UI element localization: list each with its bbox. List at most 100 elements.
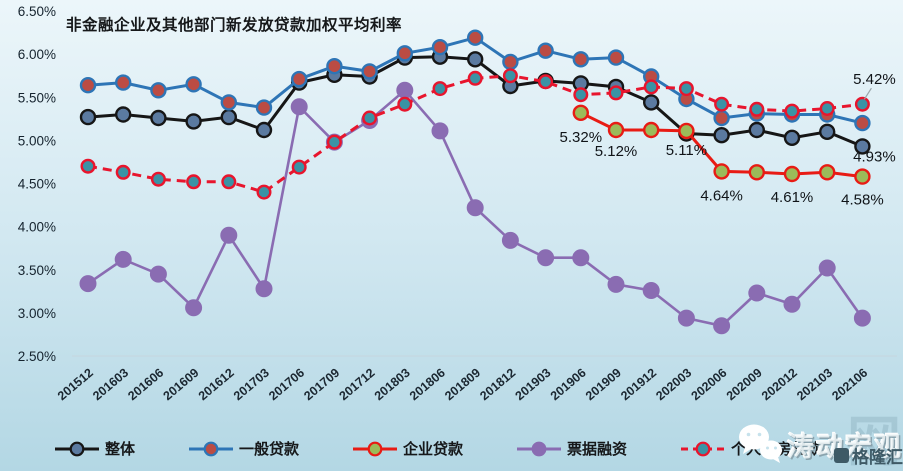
x-tick-label: 201903 <box>513 366 554 404</box>
marker-housing-loans <box>326 134 342 150</box>
marker-housing-loans <box>819 100 835 116</box>
data-label: 4.61% <box>771 189 814 206</box>
marker-general-loans <box>326 57 343 75</box>
marker-overall <box>255 121 273 139</box>
marker-bill-financing <box>79 275 97 293</box>
chart-legend: 整体一般贷款企业贷款票据融资个人住房贷款 <box>54 438 821 459</box>
series-overall <box>79 48 871 155</box>
marker-corporate-loans <box>783 165 801 183</box>
legend-marker-housing-loans <box>695 441 711 456</box>
legend-item-general-loans: 一般贷款 <box>188 438 299 459</box>
marker-corporate-loans <box>819 164 836 181</box>
marker-general-loans <box>396 45 413 62</box>
x-tick-label: 201712 <box>337 366 378 404</box>
x-tick-label: 201606 <box>125 366 166 404</box>
data-label: 5.32% <box>560 129 603 146</box>
x-tick-label: 202106 <box>829 366 870 404</box>
legend-swatch-bill-financing <box>517 441 562 456</box>
y-tick-label: 4.50% <box>18 177 56 192</box>
marker-bill-financing <box>853 309 871 327</box>
annotation-leader-line <box>863 87 872 100</box>
marker-housing-loans <box>678 81 694 97</box>
legend-label-overall: 整体 <box>105 441 136 458</box>
x-tick-label: 201912 <box>618 366 659 404</box>
faint-watermark-char: 网 <box>847 412 901 471</box>
marker-overall <box>643 94 660 111</box>
marker-bill-financing <box>713 317 731 335</box>
marker-housing-loans <box>256 184 272 200</box>
marker-corporate-loans <box>748 164 765 181</box>
legend-swatch-overall <box>55 441 99 456</box>
marker-bill-financing <box>783 295 801 313</box>
x-tick-label: 201812 <box>477 366 518 404</box>
x-tick-label: 201706 <box>266 366 307 404</box>
marker-housing-loans <box>854 96 870 112</box>
marker-general-loans <box>502 53 519 71</box>
marker-housing-loans <box>291 159 307 175</box>
marker-overall <box>467 51 484 68</box>
y-tick-label: 3.00% <box>18 306 56 321</box>
marker-bill-financing <box>677 309 695 327</box>
x-tick-label: 201906 <box>548 366 589 404</box>
marker-bill-financing <box>255 280 273 298</box>
marker-bill-financing <box>431 122 449 140</box>
data-label: 5.11% <box>666 142 707 159</box>
marker-housing-loans <box>80 158 96 174</box>
marker-overall <box>854 138 871 155</box>
marker-bill-financing <box>114 250 132 268</box>
marker-housing-loans <box>362 110 378 126</box>
x-tick-label: 201609 <box>161 366 202 404</box>
marker-overall <box>114 106 132 123</box>
data-labels: 5.32%5.12% 5.11% 4.64% 4.61% 4.58% 4.93% 5.42% <box>560 71 896 208</box>
marker-overall <box>220 108 238 126</box>
data-label: 5.12% <box>595 143 638 160</box>
y-tick-label: 4.00% <box>18 220 56 235</box>
marker-bill-financing <box>642 282 660 300</box>
marker-housing-loans <box>502 68 518 84</box>
marker-general-loans <box>255 99 273 116</box>
x-tick-label: 201603 <box>90 366 131 404</box>
marker-bill-financing <box>290 98 308 116</box>
marker-bill-financing <box>185 299 203 317</box>
x-tick-label: 201709 <box>301 366 342 404</box>
legend-label-general-loans: 一般贷款 <box>239 441 300 458</box>
wechat-icon <box>739 424 782 463</box>
x-tick-label: 201806 <box>407 366 448 404</box>
legend-label-bill-financing: 票据融资 <box>567 441 628 458</box>
marker-bill-financing <box>149 265 167 283</box>
marker-overall <box>185 113 202 130</box>
site-logo-icon <box>834 448 849 463</box>
marker-bill-financing <box>396 81 414 99</box>
marker-corporate-loans <box>607 121 625 139</box>
marker-housing-loans <box>221 174 237 190</box>
marker-housing-loans <box>714 96 730 112</box>
marker-housing-loans <box>784 103 800 119</box>
marker-general-loans <box>607 49 625 66</box>
marker-bill-financing <box>466 199 484 217</box>
series-corporate-loans <box>572 104 871 185</box>
marker-general-loans <box>291 70 308 88</box>
data-label: 5.42% <box>853 71 896 88</box>
marker-corporate-loans <box>854 168 871 185</box>
chart-title: 非金融企业及其他部门新发放贷款加权平均利率 <box>66 17 403 34</box>
marker-housing-loans <box>397 96 413 112</box>
plot-area: 6.50% 6.00% 5.50% 5.00% 4.50% 4.00% 3.50% 3.00%… <box>18 4 897 404</box>
x-tick-label: 201803 <box>372 366 413 404</box>
data-label: 4.93% <box>853 148 896 165</box>
line-overall <box>87 55 863 148</box>
x-tick-label: 201909 <box>583 366 624 404</box>
marker-corporate-loans <box>572 104 589 122</box>
marker-housing-loans <box>608 85 624 101</box>
marker-bill-financing <box>501 231 519 249</box>
x-tick-label: 202003 <box>653 366 694 404</box>
x-tick-label: 201809 <box>442 366 483 404</box>
marker-general-loans <box>572 51 589 68</box>
series-general-loans <box>79 29 871 132</box>
marker-bill-financing <box>537 249 555 267</box>
marker-general-loans <box>220 94 238 111</box>
marker-housing-loans <box>186 174 202 190</box>
marker-general-loans <box>713 109 730 127</box>
y-tick-label: 6.50% <box>18 4 56 19</box>
marker-general-loans <box>150 82 167 99</box>
